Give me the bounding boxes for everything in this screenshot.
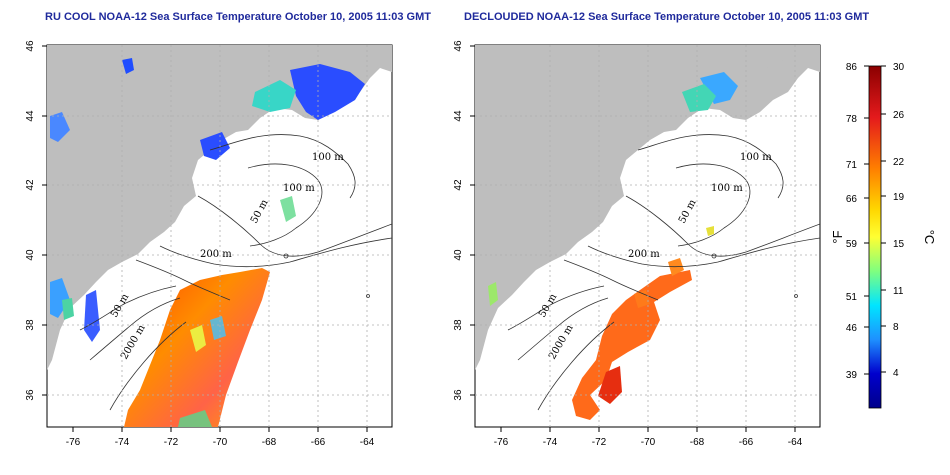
y-tick-label: 40	[25, 249, 36, 261]
fahrenheit-tick: 66	[846, 194, 858, 205]
contour-label: 100 m	[283, 183, 315, 194]
contour-label: 100 m	[740, 152, 772, 163]
x-tick-label: -72	[164, 437, 179, 448]
y-tick-label: 42	[25, 179, 36, 191]
map-panel-right: 100 m 100 m 50 m 200 m 50 m 2000 m -76 -…	[453, 40, 821, 448]
fahrenheit-tick: 78	[846, 114, 858, 125]
y-tick-label: 38	[25, 319, 36, 331]
celsius-tick: 26	[893, 110, 905, 121]
x-tick-label: -74	[115, 437, 130, 448]
celsius-tick: 30	[893, 62, 905, 73]
x-tick-label: -74	[543, 437, 558, 448]
x-tick-label: -64	[788, 437, 803, 448]
fahrenheit-unit-label: °F	[830, 230, 845, 243]
map-title-right: DECLOUDED NOAA-12 Sea Surface Temperatur…	[464, 11, 870, 23]
fahrenheit-tick: 46	[846, 323, 858, 334]
land-mass-right	[475, 45, 820, 370]
x-tick-label: -68	[262, 437, 277, 448]
y-tick-label: 44	[25, 110, 36, 122]
map-panel-left: 100 m 100 m 50 m 200 m 50 m 2000 m -76 -…	[25, 40, 393, 448]
contour-label: 100 m	[312, 152, 344, 163]
celsius-tick: 15	[893, 239, 905, 250]
fahrenheit-tick: 51	[846, 292, 858, 303]
sst-gulf-stream-right	[572, 270, 692, 420]
x-tick-label: -76	[66, 437, 81, 448]
x-tick-label: -70	[213, 437, 228, 448]
celsius-tick: 4	[893, 368, 899, 379]
y-tick-label: 44	[453, 110, 464, 122]
y-tick-label: 46	[25, 40, 36, 52]
y-tick-label: 40	[453, 249, 464, 261]
celsius-tick: 8	[893, 322, 899, 333]
contour-label: 100 m	[711, 183, 743, 194]
x-tick-label: -64	[360, 437, 375, 448]
x-tick-label: -66	[311, 437, 326, 448]
fahrenheit-tick: 59	[846, 239, 858, 250]
x-tick-label: -72	[592, 437, 607, 448]
celsius-unit-label: °C	[922, 230, 937, 245]
colorbar: 86 78 71 66 59 51 46 39 30 26 22 19 15 1…	[830, 62, 937, 409]
celsius-tick: 11	[893, 286, 904, 297]
fahrenheit-tick: 71	[846, 160, 858, 171]
y-tick-label: 46	[453, 40, 464, 52]
y-tick-label: 42	[453, 179, 464, 191]
y-tick-label: 36	[453, 389, 464, 401]
celsius-tick: 22	[893, 157, 905, 168]
fahrenheit-tick: 86	[846, 62, 858, 73]
colorbar-gradient	[868, 65, 882, 409]
x-tick-label: -66	[739, 437, 754, 448]
x-tick-label: -70	[641, 437, 656, 448]
y-tick-label: 36	[25, 389, 36, 401]
celsius-tick: 19	[893, 192, 905, 203]
x-tick-label: -76	[494, 437, 509, 448]
map-title-left: RU COOL NOAA-12 Sea Surface Temperature …	[45, 11, 431, 23]
y-tick-label: 38	[453, 319, 464, 331]
fahrenheit-tick: 39	[846, 370, 858, 381]
contour-label: 200 m	[200, 249, 232, 260]
x-tick-label: -68	[690, 437, 705, 448]
contour-label: 200 m	[628, 249, 660, 260]
land-mass-left	[47, 45, 392, 370]
